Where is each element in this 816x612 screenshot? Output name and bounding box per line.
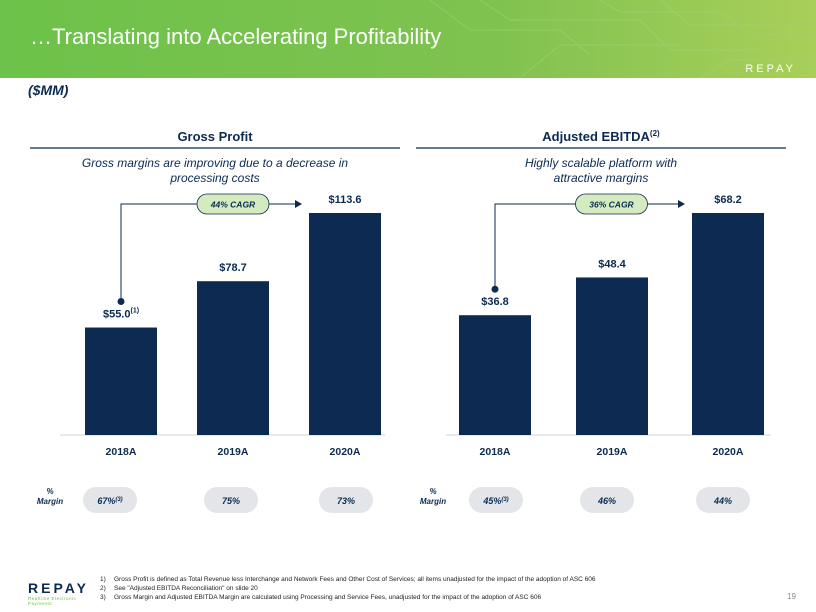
cagr-label: 36% CAGR (589, 200, 634, 210)
chart-subtitle-line: Gross margins are improving due to a dec… (82, 156, 348, 170)
chart-panel-1: Gross Profit Gross margins are improving … (30, 129, 400, 513)
cagr-start-dot (491, 285, 499, 293)
cagr-arrowhead (678, 200, 685, 208)
margin-row-label: Margin (420, 497, 446, 506)
footer-logo-word: REPAY (28, 580, 89, 596)
footnotes: 1) Gross Profit is defined as Total Reven… (100, 575, 596, 602)
footnote-2: 2) See "Adjusted EBITDA Reconciliation" o… (100, 585, 258, 592)
chart-title: Gross Profit (177, 129, 253, 144)
page-number: 19 (787, 592, 796, 601)
data-label: $36.8 (481, 296, 509, 308)
x-tick-label: 2019A (218, 446, 249, 458)
cagr-arrowhead (295, 200, 302, 208)
x-tick-label: 2020A (330, 446, 361, 458)
margin-value: 73% (337, 496, 355, 506)
bar-2018A (459, 315, 531, 435)
cagr-pill (196, 193, 270, 215)
bar-2018A (85, 327, 157, 435)
x-tick-label: 2018A (106, 446, 137, 458)
chart-subtitle-line: attractive margins (554, 171, 649, 185)
bar-2020A (309, 213, 381, 435)
margin-value: 44% (713, 496, 732, 506)
margin-pill (580, 487, 634, 513)
cagr-label: 44% CAGR (210, 200, 256, 210)
circuit-pattern (429, 0, 816, 78)
x-tick-label: 2018A (480, 446, 511, 458)
footnote-3: 3) Gross Margin and Adjusted EBITDA Margi… (100, 594, 542, 601)
cagr-pill (575, 193, 648, 215)
bar-2020A (692, 213, 764, 435)
margin-value: 46% (597, 496, 616, 506)
charts-area: Gross Profit Gross margins are improving … (30, 129, 786, 513)
unit-label: ($MM) (28, 82, 69, 98)
margin-pill (469, 487, 523, 513)
footnote-1: 1) Gross Profit is defined as Total Reven… (100, 576, 596, 583)
chart-subtitle-line: processing costs (169, 171, 259, 185)
chart-panel-2: Adjusted EBITDA(2) Highly scalable platfo… (416, 129, 786, 513)
margin-row-label: % (429, 487, 436, 496)
x-tick-label: 2019A (597, 446, 628, 458)
margin-value: 45%(3) (482, 496, 508, 506)
margin-pill (319, 487, 373, 513)
repay-logo: REPAY (745, 63, 796, 75)
data-label: $113.6 (328, 194, 361, 206)
margin-pill (83, 487, 137, 513)
data-label: $68.2 (714, 194, 742, 206)
chart-title: Adjusted EBITDA(2) (542, 129, 660, 144)
margin-row-label: Margin (37, 497, 63, 506)
margin-pill (696, 487, 750, 513)
footer-logo-tagline: Realtime Electronic Payments (28, 596, 77, 606)
margin-row-label: % (46, 487, 53, 496)
margin-value: 75% (222, 496, 240, 506)
cagr-start-dot (117, 298, 125, 306)
x-tick-label: 2020A (713, 446, 744, 458)
bar-2019A (576, 277, 648, 435)
cagr-connector (494, 203, 678, 290)
chart-subtitle-line: Highly scalable platform with (525, 156, 677, 170)
data-label: $78.7 (219, 262, 247, 274)
footer-logo: REPAY Realtime Electronic Payments (28, 580, 98, 606)
data-label: $48.4 (598, 258, 626, 270)
bar-2019A (197, 281, 269, 435)
margin-pill (204, 487, 258, 513)
data-label: $55.0(1) (103, 308, 139, 321)
header-banner: …Translating into Accelerating Profitabi… (0, 0, 816, 78)
page-title: …Translating into Accelerating Profitabi… (30, 24, 442, 49)
margin-value: 67%(3) (97, 496, 122, 506)
